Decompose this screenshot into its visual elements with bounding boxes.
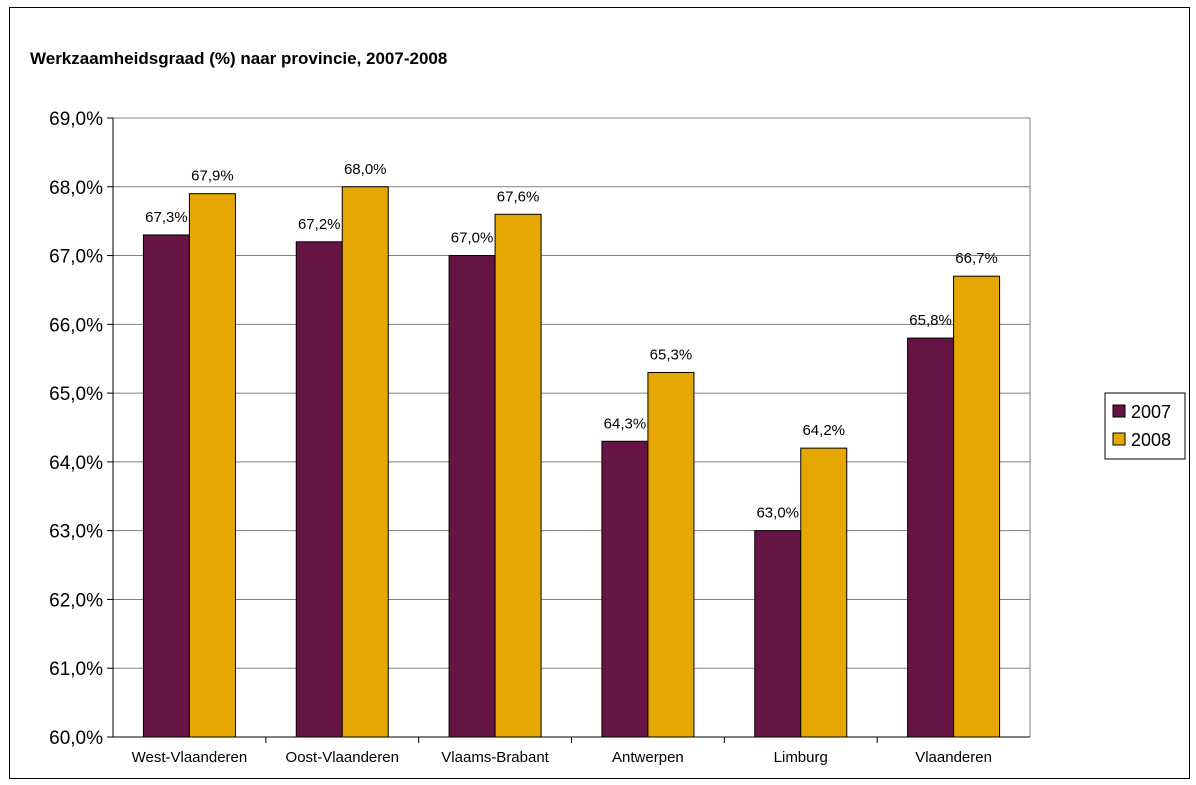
data-label: 67,2% [298, 216, 341, 233]
legend-swatch [1112, 404, 1126, 418]
data-labels: 67,3% 67,9% 67,2% 68,0% 67,0% 67,6% 64,3% 65,3%… [145, 161, 998, 522]
data-label: 63,0% [756, 505, 799, 522]
bar-2007 [601, 440, 649, 738]
axes: 60,0% 61,0% 62,0% 63,0% 64,0% 65,0% 66,0% 67,0%… [49, 109, 1030, 766]
bar-2007 [907, 337, 955, 738]
data-label: 67,0% [451, 230, 494, 247]
y-tick-label: 66,0% [49, 315, 103, 336]
data-label: 67,9% [191, 168, 234, 185]
y-tick-label: 68,0% [49, 178, 103, 199]
bar-2007 [754, 530, 802, 738]
legend-swatch [1112, 432, 1126, 446]
x-tick-label: West-Vlaanderen [132, 749, 248, 766]
x-tick-label: Limburg [774, 749, 828, 766]
bar-2008 [494, 213, 542, 738]
y-tick-label: 64,0% [49, 453, 103, 474]
data-label: 65,8% [909, 312, 952, 329]
bar-2008 [800, 447, 848, 738]
bar-2008 [647, 371, 695, 738]
legend-label: 2008 [1131, 430, 1171, 450]
bar-2007 [448, 255, 496, 738]
y-tick-label: 65,0% [49, 384, 103, 405]
data-label: 64,2% [802, 422, 845, 439]
x-tick-label: Antwerpen [612, 749, 684, 766]
y-tick-label: 61,0% [49, 659, 103, 680]
data-label: 65,3% [650, 346, 693, 363]
data-label: 66,7% [955, 250, 998, 267]
gridlines [113, 117, 1031, 737]
bar-2007 [142, 234, 190, 738]
x-tick-label: Vlaanderen [915, 749, 992, 766]
data-label: 67,6% [497, 188, 540, 205]
bar-2008 [953, 275, 1001, 738]
y-tick-label: 62,0% [49, 590, 103, 611]
chart-title: Werkzaamheidsgraad (%) naar provincie, 2… [30, 49, 447, 68]
bar-2008 [188, 193, 236, 738]
x-tick-label: Oost-Vlaanderen [286, 749, 399, 766]
bar-chart: Werkzaamheidsgraad (%) naar provincie, 2… [30, 49, 1186, 766]
chart-frame: Werkzaamheidsgraad (%) naar provincie, 2… [9, 7, 1190, 779]
bar-2008 [341, 186, 389, 738]
legend: 2007 2008 [1104, 392, 1186, 460]
data-label: 68,0% [344, 161, 387, 178]
y-tick-label: 67,0% [49, 247, 103, 268]
legend-label: 2007 [1131, 402, 1171, 422]
x-tick-label: Vlaams-Brabant [441, 749, 549, 766]
legend-box [1104, 392, 1186, 460]
data-label: 67,3% [145, 209, 188, 226]
data-label: 64,3% [604, 415, 647, 432]
bar-2007 [295, 241, 343, 738]
y-tick-label: 60,0% [49, 728, 103, 749]
y-tick-label: 63,0% [49, 522, 103, 543]
y-tick-label: 69,0% [49, 109, 103, 130]
